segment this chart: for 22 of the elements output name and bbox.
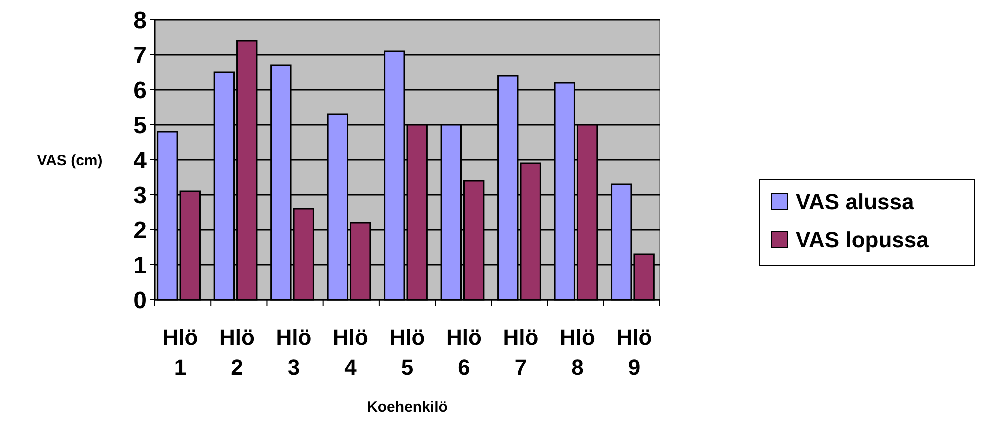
y-tick-label: 3 xyxy=(134,182,147,210)
y-tick-label: 8 xyxy=(134,7,147,34)
x-tick-label: Hlö 2 xyxy=(220,325,255,380)
x-tick-label: Hlö 9 xyxy=(616,325,652,380)
legend-label: VAS lopussa xyxy=(796,228,930,253)
y-tick-label: 2 xyxy=(134,217,147,244)
x-tick-label: Hlö 4 xyxy=(333,325,368,380)
y-tick-label: 6 xyxy=(134,77,147,104)
legend-label: VAS alussa xyxy=(796,190,915,215)
x-axis-title: Koehenkilö xyxy=(367,399,448,416)
x-tick-label: Hlö 3 xyxy=(276,325,312,380)
y-axis-title: VAS (cm) xyxy=(37,152,103,170)
x-tick-label: Hlö 5 xyxy=(390,325,426,380)
y-tick-label: 5 xyxy=(134,112,147,140)
y-tick-label: 0 xyxy=(134,287,147,314)
x-tick-label: Hlö 1 xyxy=(162,325,198,380)
x-tick-label: Hlö 8 xyxy=(560,325,596,380)
y-tick-label: 7 xyxy=(134,42,147,70)
x-tick-label: Hlö 7 xyxy=(503,325,539,380)
y-tick-label: 4 xyxy=(134,147,148,174)
y-tick-label: 1 xyxy=(134,252,147,280)
x-tick-label: Hlö 6 xyxy=(446,325,482,380)
